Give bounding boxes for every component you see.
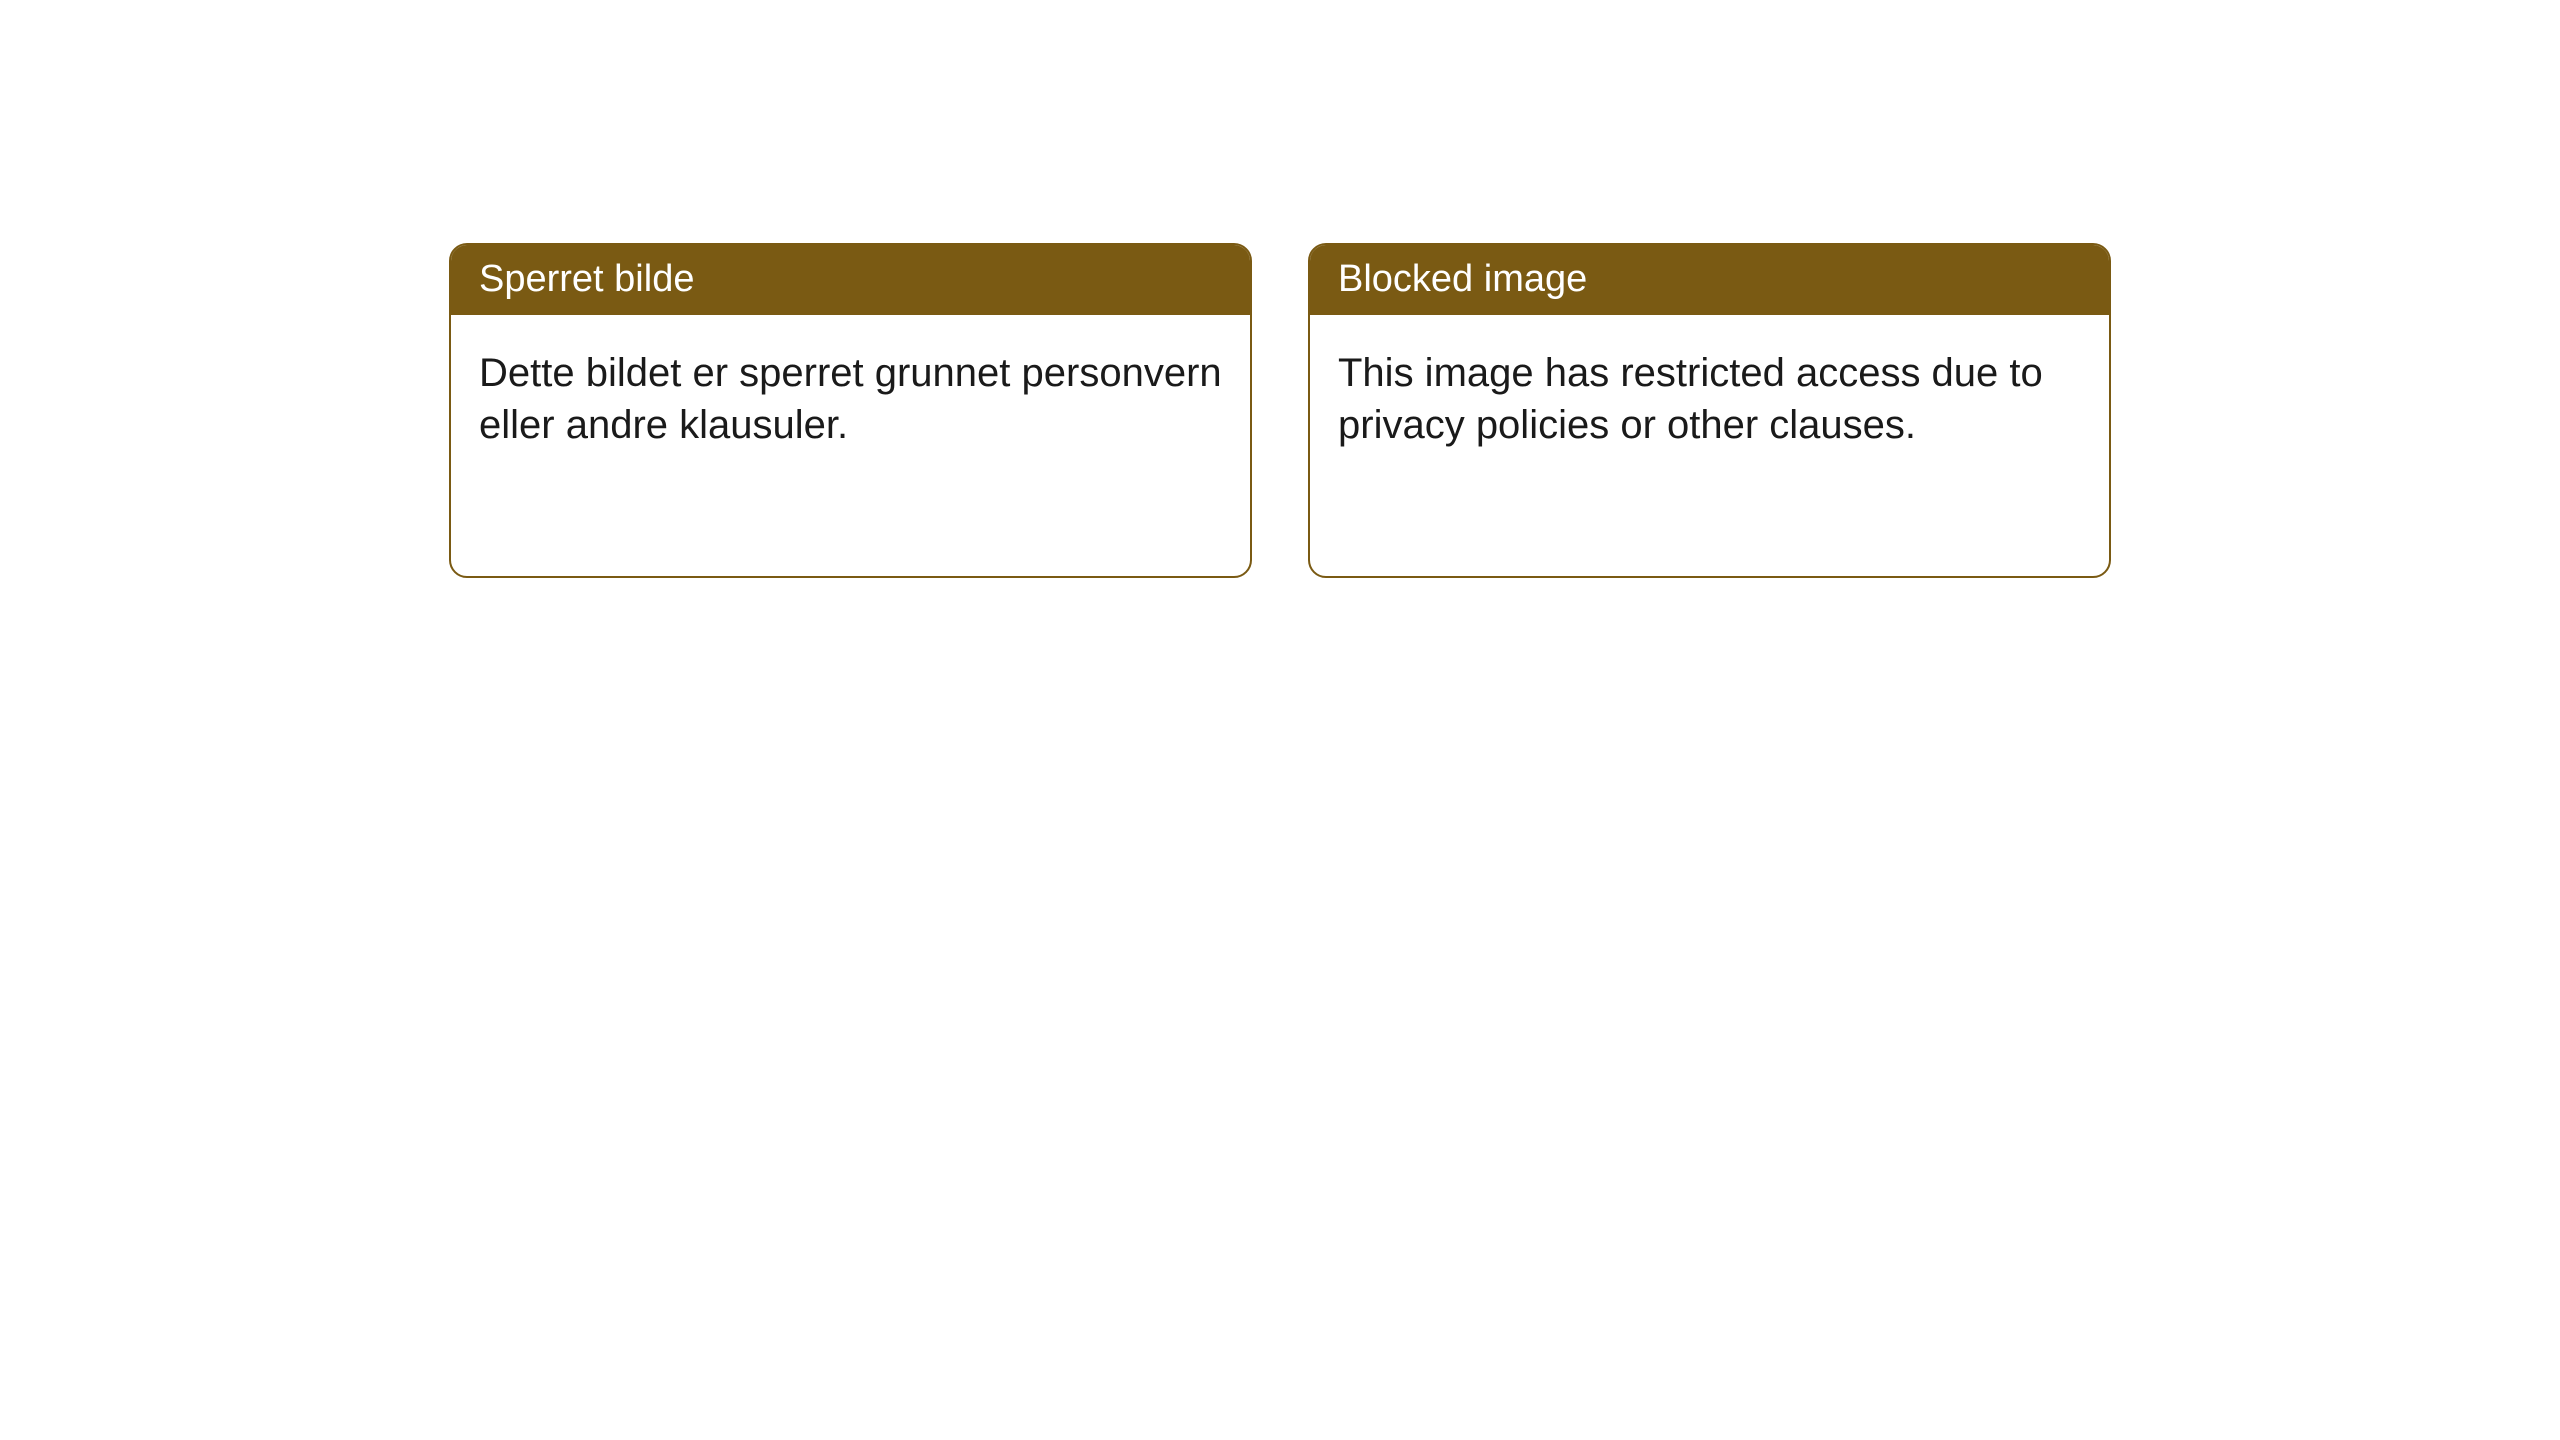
notice-card-english: Blocked image This image has restricted … — [1308, 243, 2111, 578]
notice-header-english: Blocked image — [1310, 245, 2109, 315]
notice-body-english: This image has restricted access due to … — [1310, 315, 2109, 483]
notice-body-norwegian: Dette bildet er sperret grunnet personve… — [451, 315, 1250, 483]
notice-container: Sperret bilde Dette bildet er sperret gr… — [449, 243, 2111, 578]
notice-card-norwegian: Sperret bilde Dette bildet er sperret gr… — [449, 243, 1252, 578]
notice-header-norwegian: Sperret bilde — [451, 245, 1250, 315]
